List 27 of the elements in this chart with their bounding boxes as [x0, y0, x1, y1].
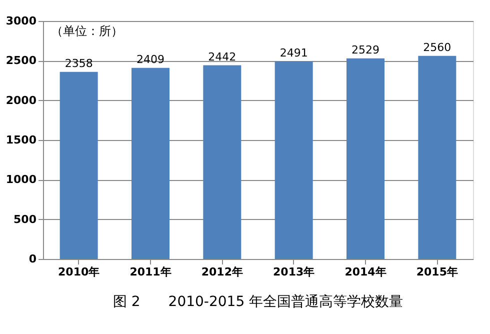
x-tick-label: 2015年	[416, 266, 458, 278]
data-label: 2358	[64, 56, 93, 70]
data-label: 2491	[280, 46, 308, 60]
data-label: 2529	[352, 43, 380, 56]
text: 图 2 2010-2015 年全国普通高等学校数量	[112, 293, 404, 310]
x-tick-label: 2014年	[344, 266, 386, 278]
x-tick-label: 2012年	[201, 266, 243, 278]
y-tick-label: 500	[14, 212, 37, 226]
bar	[274, 61, 313, 259]
bar	[203, 65, 242, 259]
data-label: 2560	[423, 40, 452, 54]
bar	[132, 68, 170, 259]
x-tick-label: 2010年	[58, 266, 100, 278]
y-tick-label: 2000	[6, 94, 37, 107]
y-tick-label: 0	[28, 252, 37, 266]
bar	[346, 58, 384, 259]
y-tick-label: 1500	[6, 134, 37, 146]
bar	[418, 56, 456, 259]
y-tick-label: 2500	[6, 54, 37, 68]
annotation: （单位：所）	[51, 24, 123, 38]
bar	[60, 72, 98, 259]
data-label: 2409	[136, 52, 164, 66]
x-tick-label: 2013年	[273, 266, 315, 278]
x-tick-label: 2011年	[130, 266, 172, 278]
y-tick-label: 3000	[6, 14, 37, 28]
data-label: 2442	[208, 50, 236, 64]
y-tick-label: 1000	[6, 173, 37, 186]
